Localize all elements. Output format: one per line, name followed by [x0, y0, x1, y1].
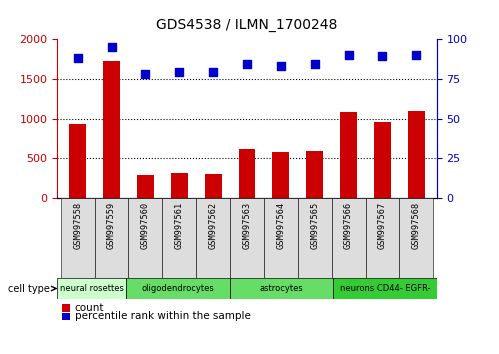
- Bar: [103, 61, 120, 198]
- Text: neural rosettes: neural rosettes: [60, 284, 124, 293]
- Text: neurons CD44- EGFR-: neurons CD44- EGFR-: [340, 284, 430, 293]
- Bar: [306, 151, 323, 198]
- Point: [209, 70, 217, 75]
- Text: GSM997562: GSM997562: [209, 202, 218, 250]
- Text: cell type: cell type: [8, 284, 50, 293]
- Text: count: count: [75, 303, 104, 313]
- Bar: [137, 175, 154, 198]
- FancyBboxPatch shape: [332, 198, 365, 278]
- Text: GSM997561: GSM997561: [175, 202, 184, 250]
- Text: GSM997564: GSM997564: [276, 202, 285, 250]
- FancyBboxPatch shape: [399, 198, 433, 278]
- FancyBboxPatch shape: [298, 198, 332, 278]
- Text: GSM997566: GSM997566: [344, 202, 353, 250]
- Text: astrocytes: astrocytes: [259, 284, 303, 293]
- Point: [277, 63, 285, 69]
- FancyBboxPatch shape: [57, 278, 126, 299]
- Text: GSM997558: GSM997558: [73, 202, 82, 250]
- Text: percentile rank within the sample: percentile rank within the sample: [75, 312, 250, 321]
- FancyBboxPatch shape: [126, 278, 230, 299]
- Bar: [408, 112, 425, 198]
- Text: GSM997563: GSM997563: [243, 202, 251, 250]
- Point: [378, 54, 386, 59]
- FancyBboxPatch shape: [129, 198, 162, 278]
- FancyBboxPatch shape: [162, 198, 196, 278]
- FancyBboxPatch shape: [264, 198, 298, 278]
- Text: oligodendrocytes: oligodendrocytes: [142, 284, 215, 293]
- Point: [74, 55, 82, 61]
- FancyBboxPatch shape: [333, 278, 437, 299]
- FancyBboxPatch shape: [61, 198, 95, 278]
- Point: [141, 71, 149, 77]
- Text: GDS4538 / ILMN_1700248: GDS4538 / ILMN_1700248: [156, 18, 338, 32]
- Point: [108, 44, 116, 50]
- Bar: [272, 153, 289, 198]
- Bar: [239, 149, 255, 198]
- Bar: [340, 112, 357, 198]
- Text: GSM997560: GSM997560: [141, 202, 150, 250]
- Text: GSM997565: GSM997565: [310, 202, 319, 250]
- Point: [345, 52, 353, 58]
- FancyBboxPatch shape: [230, 278, 333, 299]
- Bar: [171, 173, 188, 198]
- Bar: [205, 175, 222, 198]
- Bar: [374, 122, 391, 198]
- FancyBboxPatch shape: [230, 198, 264, 278]
- FancyBboxPatch shape: [95, 198, 129, 278]
- Point: [311, 62, 319, 67]
- Text: GSM997567: GSM997567: [378, 202, 387, 250]
- FancyBboxPatch shape: [196, 198, 230, 278]
- FancyBboxPatch shape: [365, 198, 399, 278]
- Point: [175, 70, 183, 75]
- Point: [412, 52, 420, 58]
- Text: GSM997568: GSM997568: [412, 202, 421, 250]
- Text: GSM997559: GSM997559: [107, 202, 116, 250]
- Point: [243, 62, 251, 67]
- Bar: [69, 124, 86, 198]
